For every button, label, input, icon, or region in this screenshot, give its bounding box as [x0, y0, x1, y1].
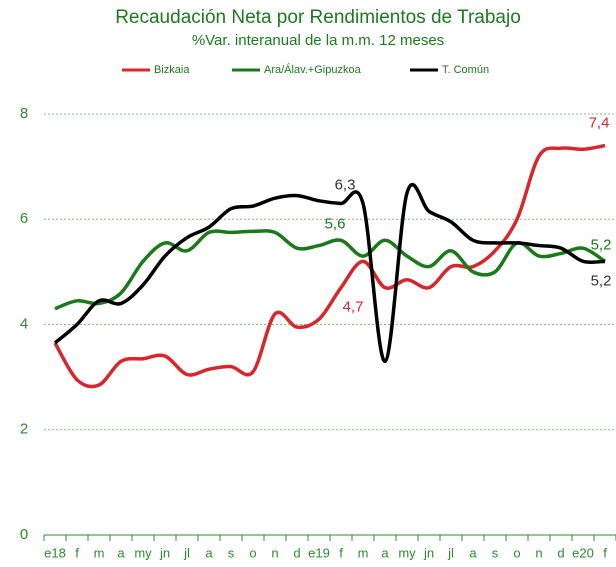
- x-tick-label: s: [228, 545, 235, 560]
- y-tick-label: 0: [20, 526, 28, 543]
- x-tick-label: jn: [159, 545, 170, 560]
- x-tick-label: f: [75, 545, 79, 560]
- x-tick-label: jn: [423, 545, 434, 560]
- x-tick-label: a: [205, 545, 213, 560]
- x-tick-label: m: [358, 545, 369, 560]
- x-tick-label: f: [339, 545, 343, 560]
- chart-title: Recaudación Neta por Rendimientos de Tra…: [115, 7, 521, 28]
- x-tick-label: f: [603, 545, 607, 560]
- x-tick-label: e19: [308, 545, 330, 560]
- y-tick-label: 8: [20, 105, 28, 122]
- data-label: 6,3: [335, 176, 356, 193]
- x-tick-label: e20: [572, 545, 594, 560]
- x-tick-label: n: [271, 545, 278, 560]
- series-line: [53, 143, 606, 389]
- x-tick-label: jl: [183, 545, 190, 560]
- x-tick-label: n: [535, 545, 542, 560]
- chart-subtitle: %Var. interanual de la m.m. 12 meses: [192, 32, 444, 49]
- x-tick-label: o: [513, 545, 520, 560]
- data-label: 5,2: [591, 272, 612, 289]
- x-tick-label: a: [469, 545, 477, 560]
- x-tick-label: m: [94, 545, 105, 560]
- x-tick-label: jl: [447, 545, 454, 560]
- data-label: 5,6: [325, 215, 346, 232]
- legend-label: Ara/Álav.+Gipuzkoa: [264, 63, 362, 76]
- x-tick-label: d: [557, 545, 564, 560]
- x-tick-label: a: [117, 545, 125, 560]
- y-tick-label: 2: [20, 421, 28, 438]
- series-line: [53, 182, 606, 364]
- x-tick-label: o: [249, 545, 256, 560]
- x-tick-label: my: [398, 545, 416, 560]
- x-tick-label: e18: [44, 545, 66, 560]
- x-tick-label: a: [381, 545, 389, 560]
- data-label: 7,4: [589, 115, 610, 132]
- x-tick-label: d: [293, 545, 300, 560]
- y-tick-label: 6: [20, 210, 28, 227]
- x-tick-label: my: [134, 545, 152, 560]
- legend-label: Bizkaia: [154, 64, 190, 76]
- y-tick-label: 4: [20, 315, 28, 332]
- data-label: 4,7: [343, 299, 364, 316]
- legend-label: T. Común: [442, 64, 489, 76]
- x-tick-label: s: [492, 545, 499, 560]
- data-label: 5,2: [591, 236, 612, 253]
